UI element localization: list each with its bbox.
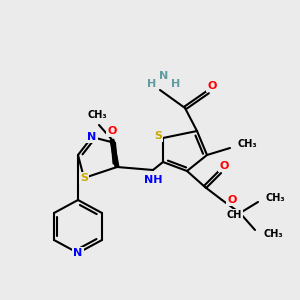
- Text: N: N: [74, 248, 82, 258]
- Text: CH: CH: [226, 210, 242, 220]
- Text: O: O: [219, 161, 229, 171]
- Text: S: S: [80, 173, 88, 183]
- Text: CH₃: CH₃: [266, 193, 286, 203]
- Text: N: N: [87, 132, 97, 142]
- Text: O: O: [107, 126, 117, 136]
- Text: H: H: [171, 79, 181, 89]
- Text: CH₃: CH₃: [87, 110, 107, 120]
- Text: S: S: [154, 131, 162, 141]
- Text: CH₃: CH₃: [238, 139, 258, 149]
- Text: N: N: [159, 71, 169, 81]
- Text: O: O: [207, 81, 217, 91]
- Text: NH: NH: [144, 175, 162, 185]
- Text: H: H: [147, 79, 157, 89]
- Text: CH₃: CH₃: [263, 229, 283, 239]
- Text: O: O: [227, 195, 236, 205]
